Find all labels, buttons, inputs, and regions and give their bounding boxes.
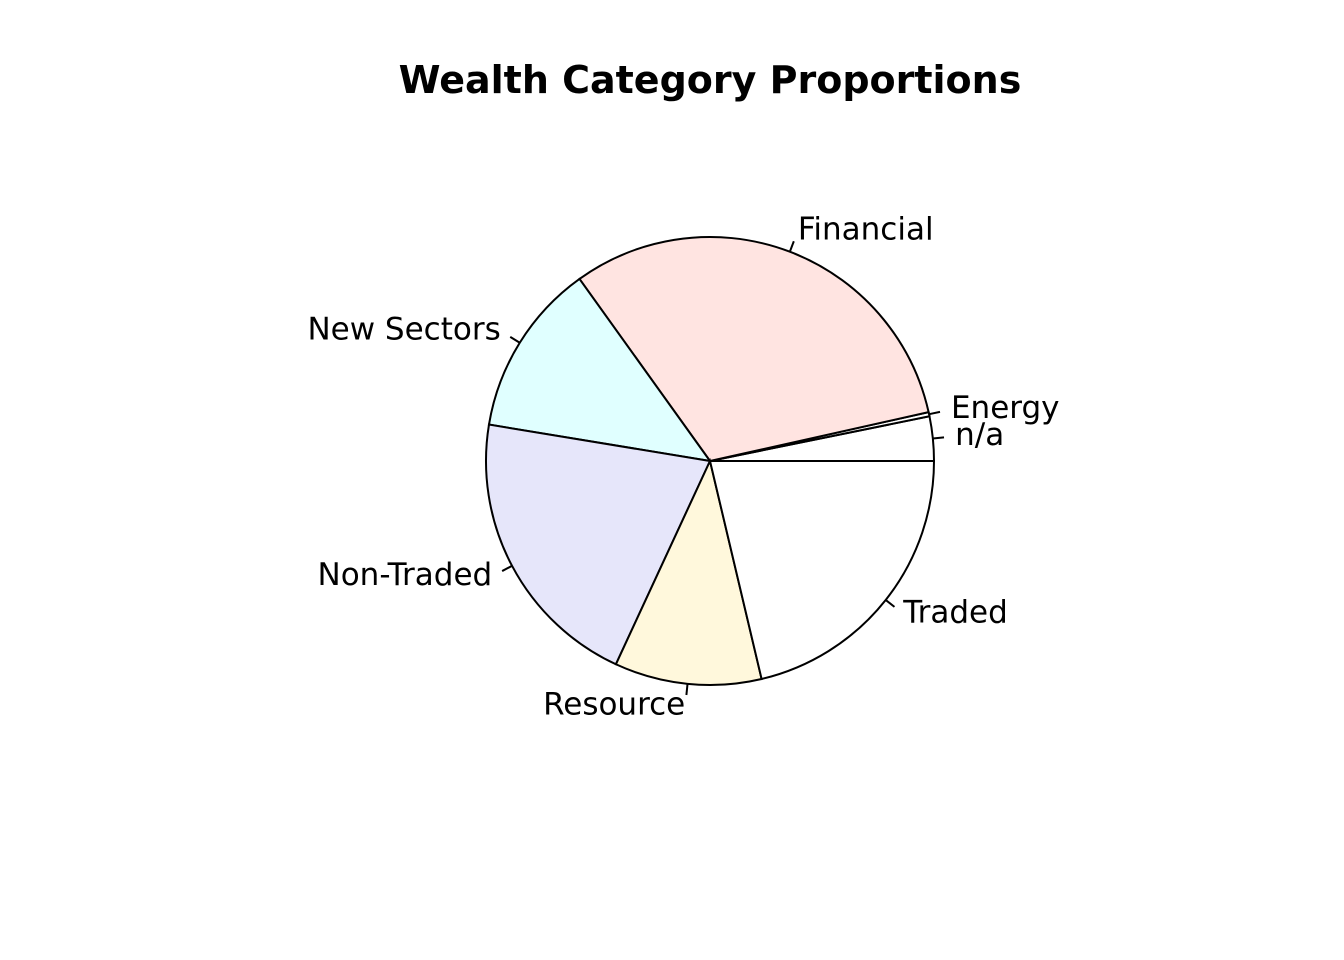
leader-line-non-traded bbox=[501, 564, 513, 572]
chart-title: Wealth Category Proportions bbox=[399, 58, 1022, 102]
pie-label-traded: Traded bbox=[902, 594, 1008, 630]
pie-slice-financial bbox=[578, 236, 930, 463]
pie-label-energy: Energy bbox=[951, 390, 1060, 426]
pie-leader-lines bbox=[501, 240, 945, 696]
pie-label-financial: Financial bbox=[798, 211, 934, 247]
pie-slice-resource bbox=[614, 457, 763, 686]
pie-label-non-traded: Non-Traded bbox=[318, 557, 493, 593]
leader-line-traded bbox=[885, 599, 896, 608]
leader-line-new-sectors bbox=[509, 336, 521, 344]
leader-line-financial bbox=[788, 240, 795, 253]
leader-line-resource bbox=[685, 683, 689, 696]
pie-slice-traded bbox=[708, 460, 936, 681]
pie-label-n-a: n/a bbox=[955, 417, 1004, 453]
pie-slice-new-sectors bbox=[487, 277, 713, 463]
pie-label-resource: Resource bbox=[543, 687, 685, 723]
pie-label-new-sectors: New Sectors bbox=[307, 311, 500, 347]
leader-line-n-a bbox=[932, 436, 945, 440]
leader-line-energy bbox=[928, 410, 941, 416]
pie-slice-non-traded bbox=[485, 423, 712, 666]
pie-slices bbox=[485, 236, 936, 686]
